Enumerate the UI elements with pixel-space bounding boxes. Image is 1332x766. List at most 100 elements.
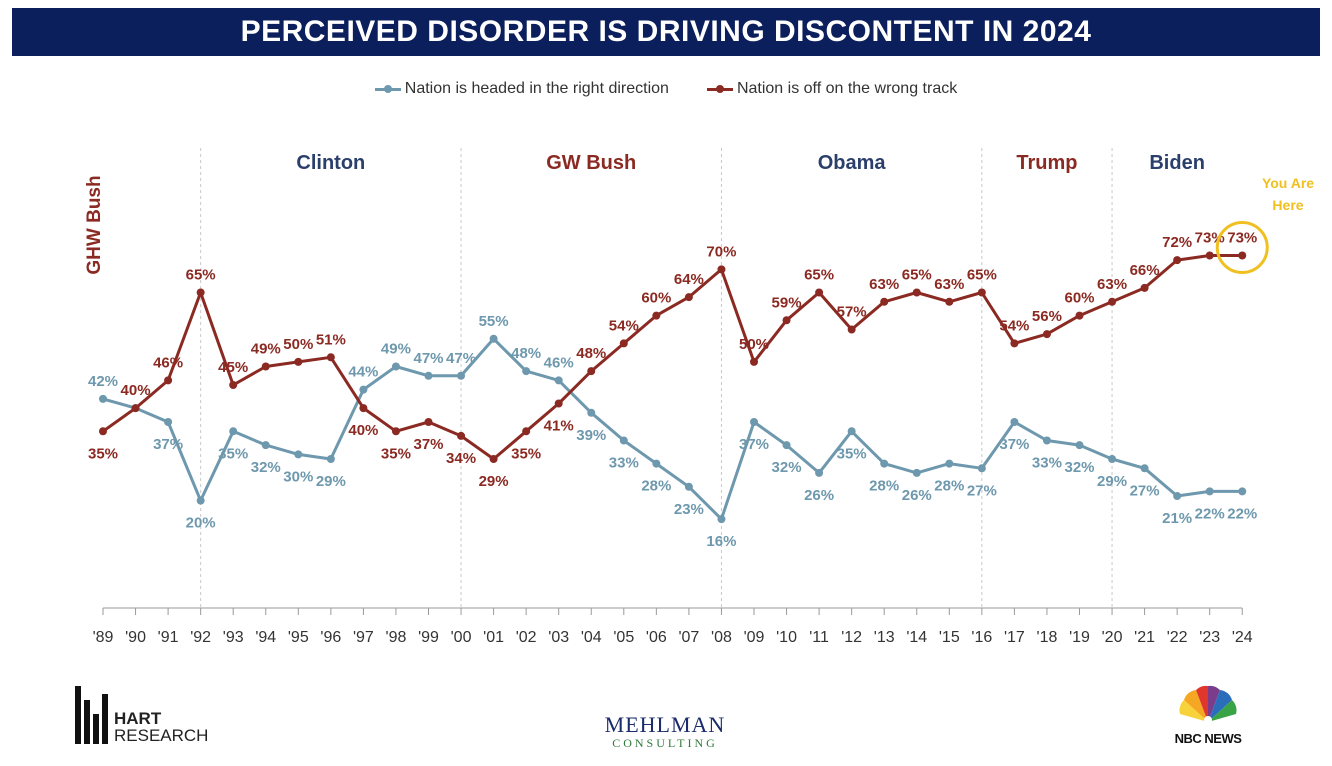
series-0-point-5: [261, 441, 270, 450]
series-0-label-0: 42%: [88, 373, 118, 390]
series-0-point-6: [294, 450, 303, 459]
series-0-point-4: [229, 427, 238, 436]
series-0-label-16: 33%: [609, 455, 639, 472]
series-0-label-14: 46%: [544, 354, 574, 371]
hart-bars-icon: [75, 686, 108, 744]
series-1-label-3: 65%: [186, 267, 216, 284]
series-0-point-24: [880, 459, 889, 468]
series-0-label-20: 37%: [739, 436, 769, 453]
x-tick-label-30: '19: [1069, 629, 1090, 646]
series-1-label-32: 66%: [1130, 262, 1160, 279]
series-0-point-8: [359, 385, 368, 394]
series-1-point-27: [977, 288, 986, 297]
series-0-label-27: 27%: [967, 482, 997, 499]
series-1-label-25: 65%: [902, 267, 932, 284]
series-0-label-35: 22%: [1227, 505, 1257, 522]
hart-logo-line2: RESEARCH: [114, 726, 209, 745]
series-0-label-3: 20%: [186, 515, 216, 532]
legend-swatch-right-direction: [374, 84, 401, 93]
series-1-point-13: [522, 427, 531, 436]
x-tick-label-10: '99: [418, 629, 439, 646]
series-1-point-3: [196, 288, 205, 297]
series-0-point-33: [1173, 492, 1182, 500]
series-1-point-22: [815, 288, 824, 297]
series-0-label-2: 37%: [153, 436, 183, 453]
series-0-label-12: 55%: [479, 313, 509, 330]
x-tick-label-22: '11: [809, 629, 829, 646]
series-1-label-27: 65%: [967, 267, 997, 284]
series-1-label-11: 34%: [446, 450, 476, 467]
series-1-point-25: [912, 288, 921, 297]
series-0-point-27: [977, 464, 986, 473]
series-1-point-35: [1238, 251, 1247, 260]
series-0-label-30: 32%: [1064, 459, 1094, 476]
series-1-point-26: [945, 297, 954, 306]
series-1-point-15: [587, 367, 596, 376]
series-1-label-8: 40%: [348, 422, 378, 439]
series-1-label-6: 50%: [283, 336, 313, 353]
series-1-point-28: [1010, 339, 1019, 348]
mehlman-logo-line1: MEHLMAN: [604, 712, 726, 737]
series-0-point-22: [815, 468, 824, 477]
legend-item-wrong-track: Nation is off on the wrong track: [706, 80, 957, 98]
annotation-line1: You Are: [1262, 175, 1314, 191]
series-1-label-9: 35%: [381, 445, 411, 462]
x-tick-label-18: '07: [678, 629, 699, 646]
x-tick-label-19: '08: [711, 629, 732, 646]
series-0-label-17: 28%: [641, 478, 671, 495]
series-0-point-23: [847, 427, 856, 436]
x-tick-label-23: '12: [841, 629, 862, 646]
x-tick-label-1: '90: [125, 629, 146, 646]
series-0-label-24: 28%: [869, 478, 899, 495]
x-tick-label-9: '98: [386, 629, 407, 646]
x-tick-label-5: '94: [255, 629, 276, 646]
series-1-label-17: 60%: [641, 290, 671, 307]
series-0-point-29: [1042, 436, 1051, 445]
legend: Nation is headed in the right direction …: [0, 80, 1332, 98]
x-tick-label-21: '10: [776, 629, 797, 646]
series-1-point-4: [229, 381, 238, 389]
series-0-point-28: [1010, 418, 1019, 426]
series-1-label-23: 57%: [837, 304, 867, 321]
series-0-label-10: 47%: [413, 350, 443, 367]
era-label-3: Obama: [818, 152, 887, 174]
series-1-point-9: [391, 427, 400, 436]
x-tick-label-2: '91: [158, 629, 179, 646]
series-1-label-13: 35%: [511, 445, 541, 462]
series-0-label-13: 48%: [511, 345, 541, 362]
series-1-label-22: 65%: [804, 267, 834, 284]
series-0-point-16: [619, 436, 628, 445]
series-0-label-5: 32%: [251, 459, 281, 476]
x-tick-label-0: '89: [93, 629, 114, 646]
series-1-label-26: 63%: [934, 276, 964, 293]
x-tick-label-34: '23: [1199, 629, 1220, 646]
series-line-1: [102, 254, 1243, 461]
series-0-point-13: [522, 367, 531, 376]
x-tick-label-13: '02: [516, 629, 537, 646]
series-1-point-20: [750, 357, 758, 366]
x-tick-label-31: '20: [1102, 629, 1123, 646]
series-1-label-0: 35%: [88, 445, 118, 462]
series-1-point-32: [1140, 283, 1149, 292]
series-0-point-12: [489, 334, 498, 343]
series-1-point-17: [652, 311, 661, 320]
series-1-label-16: 54%: [609, 317, 639, 334]
series-0-label-7: 29%: [316, 473, 346, 490]
series-1-point-31: [1108, 297, 1117, 306]
series-0-label-28: 37%: [999, 436, 1029, 453]
series-0-point-30: [1075, 441, 1084, 450]
series-1-point-18: [684, 293, 693, 302]
chart-title: PERCEIVED DISORDER IS DRIVING DISCONTENT…: [240, 15, 1092, 48]
x-tick-label-8: '97: [353, 629, 374, 646]
series-0-point-25: [912, 468, 921, 477]
mehlman-consulting-logo: MEHLMAN CONSULTING: [560, 712, 770, 751]
series-1-point-7: [326, 353, 335, 362]
series-1-label-15: 48%: [576, 345, 606, 362]
hart-logo-line1: HART: [114, 709, 162, 728]
series-0-label-29: 33%: [1032, 455, 1062, 472]
series-0-point-32: [1140, 464, 1149, 473]
series-0-point-20: [750, 418, 758, 426]
x-tick-label-29: '18: [1037, 629, 1058, 646]
series-0-label-33: 21%: [1162, 510, 1192, 527]
title-bar: PERCEIVED DISORDER IS DRIVING DISCONTENT…: [12, 8, 1320, 56]
